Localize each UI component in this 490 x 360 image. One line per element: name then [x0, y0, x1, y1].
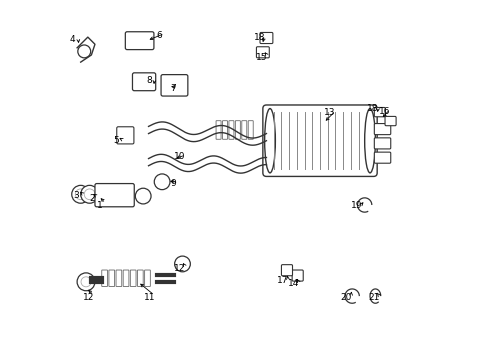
Text: 4: 4 — [70, 36, 75, 45]
Text: 7: 7 — [170, 84, 176, 93]
Text: 17: 17 — [277, 276, 288, 285]
Text: 20: 20 — [340, 293, 351, 302]
Circle shape — [81, 185, 98, 203]
FancyBboxPatch shape — [263, 105, 377, 176]
FancyBboxPatch shape — [242, 121, 247, 139]
FancyBboxPatch shape — [292, 270, 303, 281]
FancyBboxPatch shape — [102, 270, 107, 287]
Text: 11: 11 — [144, 293, 155, 302]
Ellipse shape — [365, 109, 375, 173]
Text: 16: 16 — [379, 107, 390, 116]
FancyBboxPatch shape — [260, 32, 273, 44]
FancyBboxPatch shape — [235, 121, 241, 139]
Circle shape — [135, 188, 151, 204]
FancyBboxPatch shape — [161, 75, 188, 96]
Text: 2: 2 — [89, 194, 95, 203]
FancyBboxPatch shape — [138, 270, 143, 287]
Circle shape — [75, 189, 86, 200]
Circle shape — [77, 273, 95, 291]
FancyBboxPatch shape — [109, 270, 115, 287]
FancyBboxPatch shape — [125, 32, 154, 50]
FancyBboxPatch shape — [216, 121, 221, 139]
Text: 14: 14 — [288, 279, 299, 288]
Ellipse shape — [265, 109, 275, 173]
Circle shape — [154, 174, 170, 190]
Circle shape — [81, 277, 91, 287]
FancyBboxPatch shape — [256, 47, 270, 58]
FancyBboxPatch shape — [248, 121, 253, 139]
Circle shape — [84, 189, 95, 200]
Circle shape — [78, 45, 91, 58]
FancyBboxPatch shape — [374, 138, 391, 149]
Circle shape — [72, 185, 90, 203]
Text: 15: 15 — [256, 53, 268, 62]
Text: 12: 12 — [83, 293, 94, 302]
Text: 8: 8 — [147, 76, 152, 85]
Text: 12: 12 — [174, 264, 186, 273]
Text: 9: 9 — [170, 179, 176, 188]
FancyBboxPatch shape — [130, 270, 136, 287]
FancyBboxPatch shape — [374, 108, 386, 117]
Text: 10: 10 — [174, 152, 186, 161]
Text: 13: 13 — [324, 108, 336, 117]
Text: 18: 18 — [367, 104, 379, 113]
Text: 3: 3 — [74, 190, 79, 199]
FancyBboxPatch shape — [145, 270, 150, 287]
FancyBboxPatch shape — [385, 116, 396, 126]
Circle shape — [174, 256, 190, 272]
Text: 18: 18 — [253, 33, 265, 42]
FancyBboxPatch shape — [374, 123, 391, 135]
Text: 21: 21 — [368, 293, 379, 302]
FancyBboxPatch shape — [374, 152, 391, 163]
Text: 19: 19 — [351, 201, 362, 210]
FancyBboxPatch shape — [123, 270, 129, 287]
FancyBboxPatch shape — [95, 184, 134, 207]
Text: 6: 6 — [156, 31, 162, 40]
FancyBboxPatch shape — [229, 121, 234, 139]
Text: 5: 5 — [113, 136, 119, 145]
Text: 1: 1 — [98, 201, 103, 210]
FancyBboxPatch shape — [222, 121, 227, 139]
FancyBboxPatch shape — [116, 270, 122, 287]
FancyBboxPatch shape — [281, 265, 293, 276]
FancyBboxPatch shape — [117, 127, 134, 144]
FancyBboxPatch shape — [132, 73, 156, 91]
